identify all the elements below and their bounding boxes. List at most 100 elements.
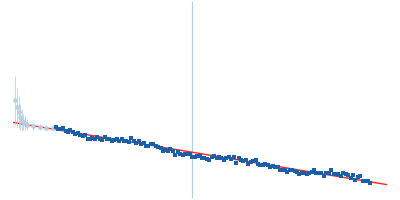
Point (289, 169, 295, 172)
Point (145, 145, 152, 148)
Point (221, 158, 227, 161)
Point (326, 172, 332, 175)
Point (165, 149, 171, 152)
Point (267, 165, 274, 169)
Point (262, 162, 268, 165)
Point (182, 152, 188, 155)
Point (318, 172, 324, 175)
Point (94, 136, 100, 139)
Point (82, 134, 88, 137)
Point (347, 176, 354, 179)
Point (172, 153, 178, 156)
Point (323, 172, 330, 175)
Point (194, 155, 200, 158)
Point (106, 137, 113, 141)
Point (89, 136, 96, 140)
Point (189, 156, 196, 159)
Point (87, 138, 93, 141)
Point (218, 156, 225, 160)
Point (74, 132, 81, 135)
Point (138, 143, 144, 146)
Point (367, 181, 373, 184)
Point (187, 153, 193, 156)
Point (238, 158, 244, 161)
Point (296, 172, 303, 175)
Point (335, 173, 342, 176)
Point (152, 144, 159, 147)
Point (306, 171, 312, 174)
Point (116, 140, 122, 143)
Point (316, 171, 322, 174)
Point (284, 171, 290, 174)
Point (235, 157, 242, 160)
Point (277, 168, 283, 171)
Point (67, 128, 74, 131)
Point (328, 168, 334, 172)
Point (114, 138, 120, 141)
Point (167, 147, 174, 151)
Point (320, 174, 327, 178)
Point (192, 155, 198, 159)
Point (245, 162, 252, 166)
Point (150, 143, 156, 146)
Point (177, 152, 183, 156)
Point (211, 155, 217, 158)
Point (364, 179, 371, 183)
Point (199, 157, 205, 160)
Point (179, 153, 186, 157)
Point (96, 138, 103, 141)
Point (143, 145, 149, 148)
Point (282, 169, 288, 172)
Point (286, 168, 293, 172)
Point (111, 139, 118, 142)
Point (84, 138, 91, 141)
Point (274, 165, 281, 168)
Point (92, 137, 98, 141)
Point (360, 179, 366, 183)
Point (118, 138, 125, 141)
Point (230, 155, 237, 158)
Point (133, 142, 140, 145)
Point (264, 163, 271, 167)
Point (243, 159, 249, 162)
Point (99, 139, 105, 142)
Point (160, 149, 166, 152)
Point (255, 162, 261, 165)
Point (174, 151, 181, 154)
Point (126, 140, 132, 143)
Point (342, 173, 349, 176)
Point (333, 172, 339, 175)
Point (70, 130, 76, 133)
Point (80, 134, 86, 138)
Point (248, 160, 254, 163)
Point (121, 139, 127, 143)
Point (272, 166, 278, 169)
Point (109, 140, 115, 143)
Point (60, 126, 66, 130)
Point (233, 162, 239, 165)
Point (357, 174, 364, 177)
Point (214, 157, 220, 160)
Point (301, 171, 308, 174)
Point (72, 133, 78, 136)
Point (304, 172, 310, 175)
Point (58, 127, 64, 130)
Point (170, 149, 176, 152)
Point (55, 127, 62, 131)
Point (162, 149, 169, 152)
Point (313, 171, 320, 174)
Point (140, 141, 147, 144)
Point (355, 176, 361, 179)
Point (155, 145, 161, 149)
Point (130, 140, 137, 143)
Point (260, 163, 266, 167)
Point (104, 138, 110, 141)
Point (196, 154, 203, 157)
Point (136, 139, 142, 142)
Point (208, 155, 215, 158)
Point (279, 168, 286, 171)
Point (299, 171, 305, 174)
Point (184, 152, 190, 155)
Point (77, 134, 83, 137)
Point (350, 173, 356, 177)
